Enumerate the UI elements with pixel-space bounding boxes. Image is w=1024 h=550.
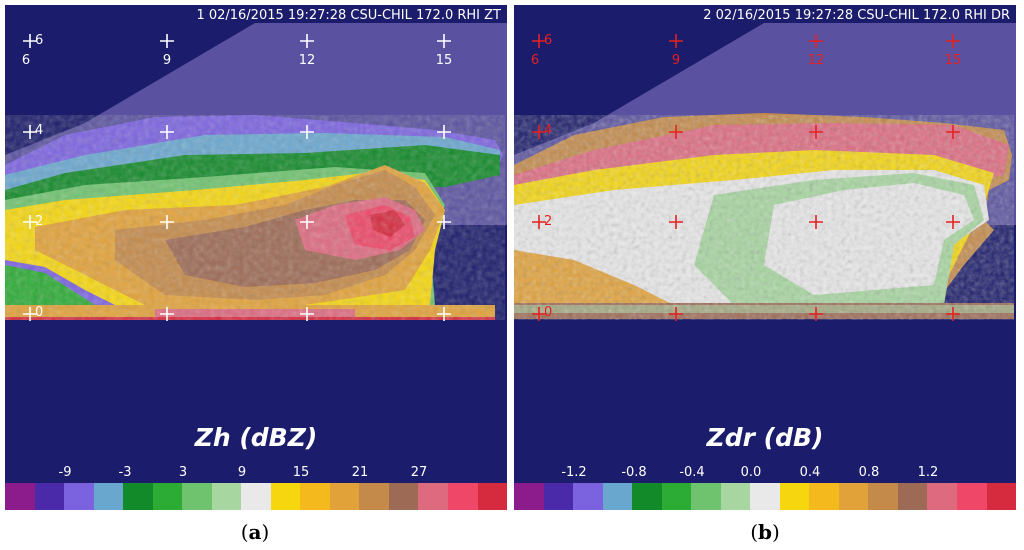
- scale-tick: 0.8: [858, 465, 880, 480]
- colorbar-swatch: [123, 483, 153, 510]
- colorbar-swatch: [809, 483, 839, 510]
- colorbar-swatch: [838, 483, 869, 510]
- scale-tick: -9: [58, 465, 72, 480]
- colorbar-swatch: [329, 483, 360, 510]
- scale-tick: 0.0: [740, 465, 762, 480]
- colorbar-swatch: [34, 483, 65, 510]
- y-label-6: 6: [544, 33, 553, 48]
- colorbar-swatch: [573, 483, 603, 510]
- caption-a: (a): [240, 520, 270, 544]
- colorbar-swatch: [956, 483, 987, 510]
- colorbar-swatch: [691, 483, 721, 510]
- colorbar-swatch: [477, 483, 507, 510]
- y-label-0: 0: [35, 305, 44, 320]
- colorbar-swatch: [632, 483, 662, 510]
- y-label-2: 2: [544, 214, 553, 229]
- colorbar-swatch: [602, 483, 633, 510]
- panel-zh: 1 02/16/2015 19:27:28 CSU-CHIL 172.0 RHI…: [5, 5, 507, 510]
- y-label-6: 6: [35, 33, 44, 48]
- colorbar-swatch: [897, 483, 928, 510]
- caption-b: (b): [750, 520, 780, 544]
- x-label-15: 15: [435, 53, 453, 68]
- scale-title: Zdr (dB): [706, 423, 824, 452]
- panel-title: 2 02/16/2015 19:27:28 CSU-CHIL 172.0 RHI…: [703, 8, 1010, 23]
- colorbar-swatch: [447, 483, 478, 510]
- rhi-plot-zdr: [514, 23, 1016, 321]
- x-label-15: 15: [944, 53, 962, 68]
- colorbar-swatch: [543, 483, 574, 510]
- x-label-9: 9: [671, 53, 681, 68]
- rhi-plot-zh: [5, 23, 507, 321]
- colorbar-swatch: [300, 483, 330, 510]
- scale-tick: 27: [410, 465, 428, 480]
- scale-tick: 1.2: [917, 465, 939, 480]
- colorbar-swatch: [182, 483, 212, 510]
- scale-tick: -0.4: [679, 465, 705, 480]
- colorbar: [514, 483, 1016, 510]
- colorbar-swatch: [927, 483, 957, 510]
- colorbar-swatch: [241, 483, 271, 510]
- colorbar-swatch: [750, 483, 780, 510]
- colorbar-swatch: [514, 483, 544, 510]
- colorbar-swatch: [5, 483, 35, 510]
- panel-zdr: 2 02/16/2015 19:27:28 CSU-CHIL 172.0 RHI…: [514, 5, 1016, 510]
- y-label-2: 2: [35, 214, 44, 229]
- y-label-0: 0: [544, 305, 553, 320]
- scale-tick: 0.4: [799, 465, 821, 480]
- colorbar-swatch: [388, 483, 419, 510]
- x-label-12: 12: [807, 53, 825, 68]
- x-label-9: 9: [162, 53, 172, 68]
- y-label-4: 4: [544, 123, 553, 138]
- grid-crosses: [23, 34, 451, 321]
- colorbar-swatch: [661, 483, 692, 510]
- colorbar-swatch: [868, 483, 898, 510]
- scale-tick: 9: [237, 465, 247, 480]
- scale-title: Zh (dBZ): [194, 423, 318, 452]
- colorbar-swatch: [211, 483, 242, 510]
- scale-tick: -0.8: [621, 465, 647, 480]
- colorbar-swatch: [418, 483, 448, 510]
- x-label-12: 12: [298, 53, 316, 68]
- colorbar-swatch: [986, 483, 1016, 510]
- scale-tick: -1.2: [561, 465, 587, 480]
- scale-tick: -3: [118, 465, 132, 480]
- colorbar-swatch: [152, 483, 183, 510]
- colorbar: [5, 483, 507, 510]
- x-label-6: 6: [21, 53, 31, 68]
- colorbar-swatch: [779, 483, 810, 510]
- x-label-6: 6: [530, 53, 540, 68]
- colorbar-swatch: [270, 483, 301, 510]
- panel-title: 1 02/16/2015 19:27:28 CSU-CHIL 172.0 RHI…: [196, 8, 501, 23]
- colorbar-swatch: [359, 483, 389, 510]
- y-label-4: 4: [35, 123, 44, 138]
- scale-tick: 3: [178, 465, 188, 480]
- grid-crosses: [532, 34, 960, 321]
- colorbar-swatch: [93, 483, 124, 510]
- scale-tick: 21: [351, 465, 369, 480]
- colorbar-swatch: [720, 483, 751, 510]
- scale-tick: 15: [292, 465, 310, 480]
- colorbar-swatch: [64, 483, 94, 510]
